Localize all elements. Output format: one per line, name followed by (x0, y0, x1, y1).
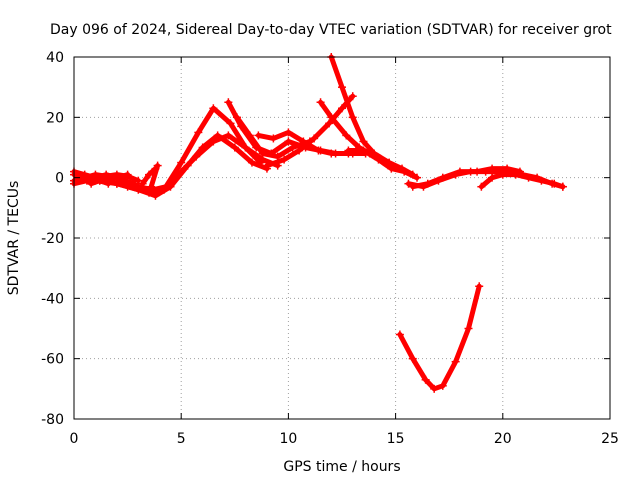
data-point (518, 170, 527, 179)
data-point (533, 173, 542, 182)
y-tick-label: 0 (55, 171, 64, 187)
y-tick-label: -20 (41, 231, 64, 247)
data-point (232, 113, 241, 122)
data-point (151, 191, 160, 200)
data-series-group (70, 53, 567, 393)
data-point (138, 179, 147, 188)
data-point (395, 330, 404, 339)
data-point (548, 179, 557, 188)
data-point (310, 134, 319, 143)
data-point (147, 182, 156, 191)
data-point (338, 104, 346, 113)
data-point (327, 149, 336, 158)
y-axis-label: SDTVAR / TECUs (6, 181, 22, 296)
data-point (430, 384, 439, 393)
data-point (348, 92, 357, 101)
data-point (451, 170, 460, 179)
data-point (400, 167, 409, 176)
data-point (344, 146, 353, 155)
data-point (258, 149, 267, 158)
data-point (464, 324, 473, 333)
y-tick-label: 40 (46, 50, 64, 66)
data-point (224, 98, 233, 107)
y-tick-label: 20 (46, 110, 64, 126)
data-point (194, 128, 203, 137)
series-line-arc-9 (148, 163, 161, 190)
data-point (359, 146, 368, 155)
data-point (112, 179, 121, 188)
data-point (254, 131, 263, 140)
x-tick-label: 25 (601, 431, 619, 447)
data-point (404, 179, 413, 188)
data-point (387, 164, 396, 173)
y-tick-label: -60 (41, 352, 64, 368)
y-tick-label: -40 (41, 291, 64, 307)
data-point (192, 152, 201, 161)
series-line-arc-15 (328, 54, 416, 178)
x-tick-label: 5 (177, 431, 186, 447)
data-point (134, 182, 143, 191)
x-axis-label: GPS time / hours (283, 459, 400, 475)
x-tick-label: 0 (70, 431, 79, 447)
data-point (262, 161, 271, 170)
x-tick-label: 20 (494, 431, 512, 447)
data-point (177, 167, 186, 176)
data-point (209, 104, 218, 113)
data-point (91, 176, 100, 185)
data-point (177, 158, 186, 167)
data-point (245, 131, 254, 140)
data-point (359, 137, 368, 146)
data-point (224, 131, 233, 140)
y-tick-label: -80 (41, 412, 64, 428)
data-point (348, 113, 357, 122)
data-point (438, 381, 447, 390)
data-point (226, 119, 235, 128)
data-point (162, 182, 171, 191)
data-point (153, 161, 162, 170)
data-point (209, 137, 218, 146)
data-point (288, 143, 297, 152)
chart-title: Day 096 of 2024, Sidereal Day-to-day VTE… (50, 22, 612, 38)
data-point (327, 113, 336, 122)
data-point (314, 146, 323, 155)
data-point (247, 158, 256, 167)
data-point (280, 155, 289, 164)
axis-ticks: 0 5 10 15 20 25 -80 -60 -40 -20 0 20 40 (41, 50, 619, 447)
data-point (295, 146, 304, 155)
data-point (503, 167, 512, 176)
data-point (241, 143, 250, 152)
data-point (123, 170, 132, 179)
data-point (477, 182, 486, 191)
x-tick-label: 15 (387, 431, 405, 447)
data-point (325, 119, 334, 128)
data-point (475, 282, 484, 291)
data-point (374, 155, 383, 164)
data-point (316, 98, 325, 107)
series-line-arc-11 (234, 114, 313, 160)
data-point (451, 357, 460, 366)
data-point (230, 143, 239, 152)
data-point (558, 182, 567, 191)
data-point (408, 354, 417, 363)
data-point (338, 83, 346, 92)
data-point (419, 182, 428, 191)
series-line-arc-21 (397, 283, 482, 392)
data-point (284, 137, 293, 146)
x-tick-label: 10 (279, 431, 297, 447)
data-point (269, 134, 278, 143)
data-point (466, 167, 475, 176)
data-point (488, 167, 497, 176)
data-point (434, 176, 443, 185)
grid-lines (74, 57, 610, 419)
data-point (421, 375, 430, 384)
data-point (342, 131, 351, 140)
data-point (87, 173, 96, 182)
data-point (413, 173, 422, 182)
data-point (145, 170, 154, 179)
data-point (284, 128, 293, 137)
